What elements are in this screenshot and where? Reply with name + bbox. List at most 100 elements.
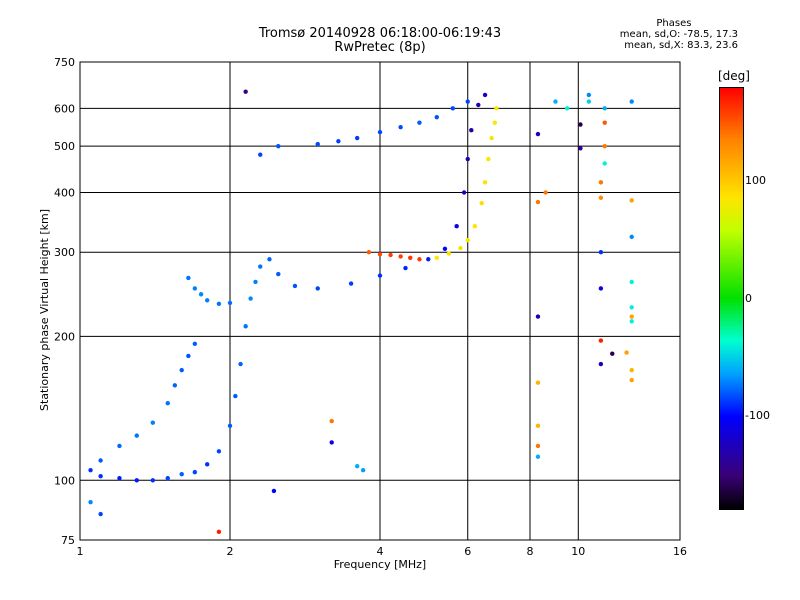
data-point: [489, 135, 494, 141]
data-point: [360, 467, 366, 473]
data-point: [329, 418, 334, 424]
x-tick-label: 4: [377, 545, 384, 558]
y-tick-label: 100: [54, 474, 75, 487]
data-point: [258, 264, 263, 269]
data-point: [336, 139, 341, 144]
data-point: [465, 237, 470, 243]
data-point: [98, 458, 103, 463]
data-point: [461, 190, 467, 195]
data-point: [629, 198, 634, 203]
data-point: [134, 478, 139, 483]
data-point: [535, 423, 541, 429]
data-point: [238, 361, 243, 367]
data-point: [243, 89, 248, 94]
phase-line-x: mean, sd,X: 83.3, 23.6: [624, 40, 738, 51]
data-point: [598, 338, 604, 343]
data-point: [233, 393, 238, 399]
data-point: [98, 473, 103, 479]
data-point: [150, 420, 156, 425]
data-point: [258, 152, 263, 157]
y-tick-label: 750: [54, 56, 75, 69]
x-tick-label: 16: [673, 545, 687, 558]
data-point: [227, 423, 233, 429]
data-point: [253, 279, 258, 285]
data-point: [216, 301, 222, 306]
data-point: [543, 190, 548, 195]
data-point: [329, 440, 334, 445]
phase-title: Phases: [656, 18, 692, 29]
data-point: [450, 106, 456, 111]
y-tick-label: 600: [54, 102, 75, 115]
data-point: [150, 478, 156, 483]
x-tick-label: 10: [571, 545, 585, 558]
data-point: [458, 245, 463, 251]
data-point: [602, 143, 607, 149]
data-point: [535, 443, 541, 449]
data-point: [398, 124, 403, 130]
data-point: [388, 252, 393, 258]
data-point: [198, 292, 204, 297]
data-point: [482, 92, 488, 98]
y-tick-label: 500: [54, 140, 75, 153]
data-point: [267, 257, 272, 262]
y-tick-label: 300: [54, 246, 75, 259]
data-point: [629, 305, 634, 310]
data-point: [276, 271, 281, 277]
data-point: [535, 380, 541, 385]
data-point: [88, 499, 93, 505]
y-tick-label: 75: [61, 534, 75, 547]
data-point: [535, 454, 541, 459]
data-point: [186, 353, 191, 359]
colorbar-tick-label: 100: [745, 174, 766, 187]
data-point: [354, 135, 360, 141]
data-point: [216, 529, 222, 535]
data-point: [204, 298, 210, 303]
data-point: [486, 156, 491, 162]
data-point: [602, 161, 607, 166]
data-point: [227, 300, 233, 306]
x-tick-label: 8: [527, 545, 534, 558]
data-point: [216, 449, 222, 454]
phase-line-o: mean, sd,O: -78.5, 17.3: [619, 29, 738, 40]
data-point: [482, 180, 488, 185]
data-point: [629, 367, 634, 373]
data-point: [179, 471, 184, 477]
data-point: [479, 200, 484, 206]
data-point: [417, 120, 422, 125]
data-point: [434, 114, 439, 120]
plot-frame: [79, 61, 681, 541]
data-point: [276, 143, 281, 149]
data-point: [535, 199, 541, 205]
data-point: [248, 296, 253, 301]
chart-subtitle: RwPretec (8p): [334, 40, 426, 55]
data-point: [564, 106, 570, 111]
data-point: [535, 314, 541, 319]
data-point: [398, 254, 403, 259]
data-point: [377, 252, 383, 257]
data-point: [192, 469, 198, 475]
colorbar-tick-label: -100: [745, 409, 770, 422]
data-point: [629, 314, 634, 319]
data-point: [186, 275, 191, 281]
data-point: [476, 102, 481, 108]
data-point: [204, 462, 210, 467]
data-point: [586, 92, 592, 98]
data-point: [578, 122, 583, 127]
y-axis-label: Stationary phase Virtual Height [km]: [38, 209, 51, 411]
data-point: [315, 141, 320, 147]
data-point: [454, 224, 459, 229]
data-point: [446, 251, 452, 256]
data-point: [377, 129, 383, 135]
data-point: [629, 234, 634, 240]
data-point: [192, 286, 198, 291]
data-point: [134, 433, 139, 438]
data-point: [629, 319, 634, 324]
data-point: [629, 279, 634, 285]
data-point: [492, 120, 498, 125]
data-point: [602, 106, 607, 111]
data-point: [292, 283, 298, 289]
data-point: [403, 265, 408, 271]
data-point: [315, 286, 320, 291]
data-point: [442, 246, 448, 251]
